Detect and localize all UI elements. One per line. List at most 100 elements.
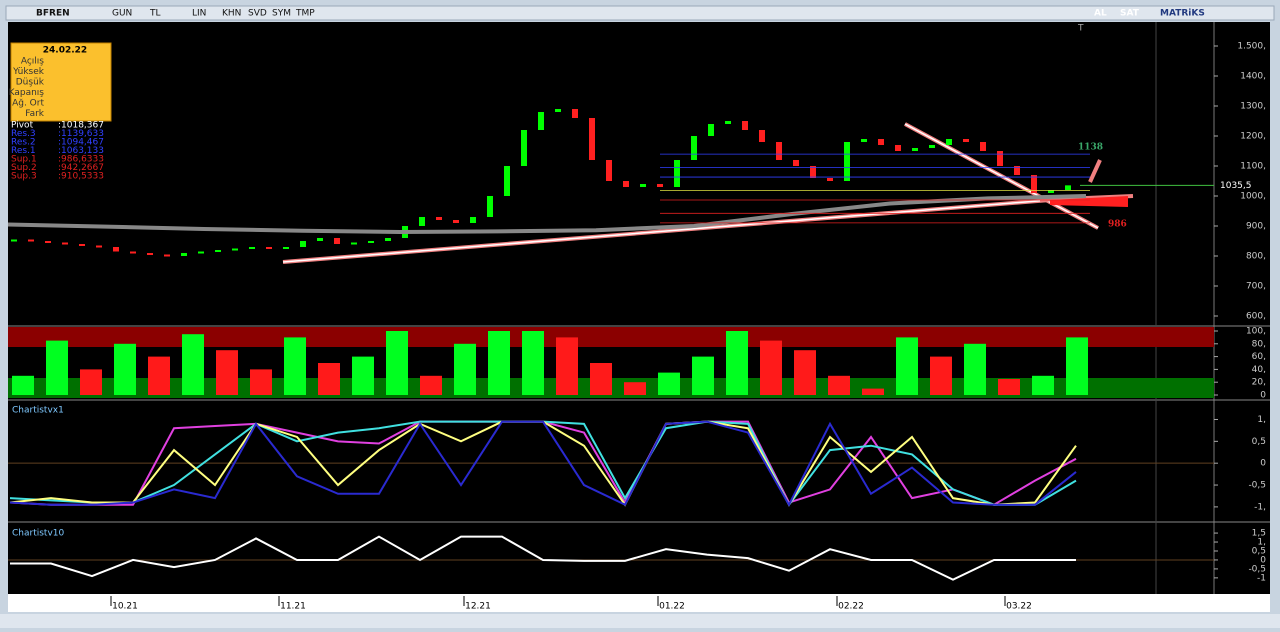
candle	[62, 242, 68, 245]
date-label: 11.21	[280, 602, 306, 612]
y-tick-label: 1200,	[1240, 132, 1266, 142]
candle	[504, 166, 510, 196]
volume-bar	[182, 334, 204, 395]
candle	[317, 238, 323, 241]
candle	[198, 251, 204, 254]
candle	[1048, 190, 1054, 193]
info-row: Ağ. Ort	[12, 99, 44, 109]
pivot-value: :986,6333	[58, 155, 104, 165]
candle	[674, 160, 680, 187]
pivot-value: :942,2667	[58, 163, 104, 173]
candle	[878, 139, 884, 145]
candle	[623, 181, 629, 187]
date-label: 02.22	[838, 602, 864, 612]
y-tick-label: -1,	[1254, 502, 1266, 512]
pivot-name: Pivot	[11, 121, 34, 131]
info-row: Yüksek	[12, 67, 45, 77]
info-row: Fark	[25, 109, 45, 119]
panel-title: Chartistvx1	[12, 406, 64, 416]
candle	[130, 251, 136, 254]
volume-bar	[386, 331, 408, 395]
y-tick-label: 1100,	[1240, 162, 1266, 172]
toolbar-button[interactable]: LIN	[192, 9, 206, 19]
volume-bar	[590, 363, 612, 395]
y-tick-label: -0,5	[1248, 564, 1266, 574]
pivot-value: :1094,467	[58, 138, 104, 148]
candle	[929, 145, 935, 148]
candle	[538, 112, 544, 130]
y-tick-label: 1000,	[1240, 192, 1266, 202]
info-date: 24.02.22	[43, 46, 87, 56]
candle	[827, 178, 833, 181]
pivot-name: Sup.1	[11, 155, 37, 165]
candle	[113, 247, 119, 252]
volume-bar	[692, 356, 714, 395]
candle	[470, 217, 476, 223]
toolbar-button[interactable]: TL	[149, 9, 161, 19]
volume-bar	[998, 379, 1020, 395]
pivot-name: Sup.3	[11, 172, 37, 182]
y-tick-label: 0,5	[1252, 437, 1266, 447]
candle	[776, 142, 782, 160]
candle	[266, 247, 272, 249]
candle	[232, 248, 238, 251]
candle	[963, 139, 969, 142]
marker: T	[1077, 24, 1084, 34]
info-row: Düşük	[16, 78, 45, 88]
candle	[96, 245, 102, 248]
toolbar-button[interactable]: GUN	[112, 9, 132, 19]
y-tick-label: 0	[1260, 459, 1266, 469]
candle	[385, 238, 391, 241]
candle	[810, 166, 816, 178]
volume-bar	[522, 331, 544, 395]
annotation: 1138	[1078, 143, 1103, 153]
y-tick-label: 0,5	[1252, 546, 1266, 556]
candle	[45, 241, 51, 243]
candle	[1031, 175, 1037, 193]
volume-bar	[250, 369, 272, 395]
pivot-name: Sup.2	[11, 163, 37, 173]
brand: MATRiKS	[1160, 9, 1205, 19]
toolbar-button[interactable]: SYM	[272, 9, 291, 19]
candle	[1065, 185, 1071, 190]
toolbar-button[interactable]: SVD	[248, 9, 267, 19]
volume-bar	[896, 337, 918, 395]
candle	[691, 136, 697, 160]
candle	[725, 121, 731, 124]
candle	[334, 238, 340, 244]
toolbar-buy: AL	[1094, 9, 1107, 19]
candle	[946, 139, 952, 145]
volume-bar	[352, 356, 374, 395]
pivot-name: Res.1	[11, 146, 36, 156]
pivot-value: :1063,133	[58, 146, 104, 156]
toolbar-button[interactable]: TMP	[295, 9, 315, 19]
candle	[640, 184, 646, 187]
y-tick-label: 20,	[1252, 378, 1266, 388]
candle	[589, 118, 595, 160]
toolbar-button[interactable]: BFREN	[36, 9, 70, 19]
volume-bar	[46, 340, 68, 395]
volume-bar	[658, 372, 680, 395]
candle	[487, 196, 493, 217]
volume-bar	[794, 350, 816, 395]
candle	[708, 124, 714, 136]
y-tick-label: 100,	[1246, 327, 1266, 337]
candle	[368, 241, 374, 243]
candle	[147, 253, 153, 255]
volume-bar	[148, 356, 170, 395]
candle	[521, 130, 527, 166]
candle	[419, 217, 425, 226]
candle	[351, 242, 357, 245]
candle	[1014, 166, 1020, 175]
volume-bar	[862, 388, 884, 395]
candle	[793, 160, 799, 166]
y-tick-label: 0	[1260, 555, 1266, 565]
y-tick-label: 1.500,	[1237, 42, 1266, 52]
candle	[997, 151, 1003, 166]
date-label: 10.21	[112, 602, 138, 612]
candle	[572, 109, 578, 118]
candle	[895, 145, 901, 151]
toolbar-button[interactable]: KHN	[222, 9, 241, 19]
y-tick-label: 0	[1260, 391, 1266, 401]
candle	[844, 142, 850, 181]
